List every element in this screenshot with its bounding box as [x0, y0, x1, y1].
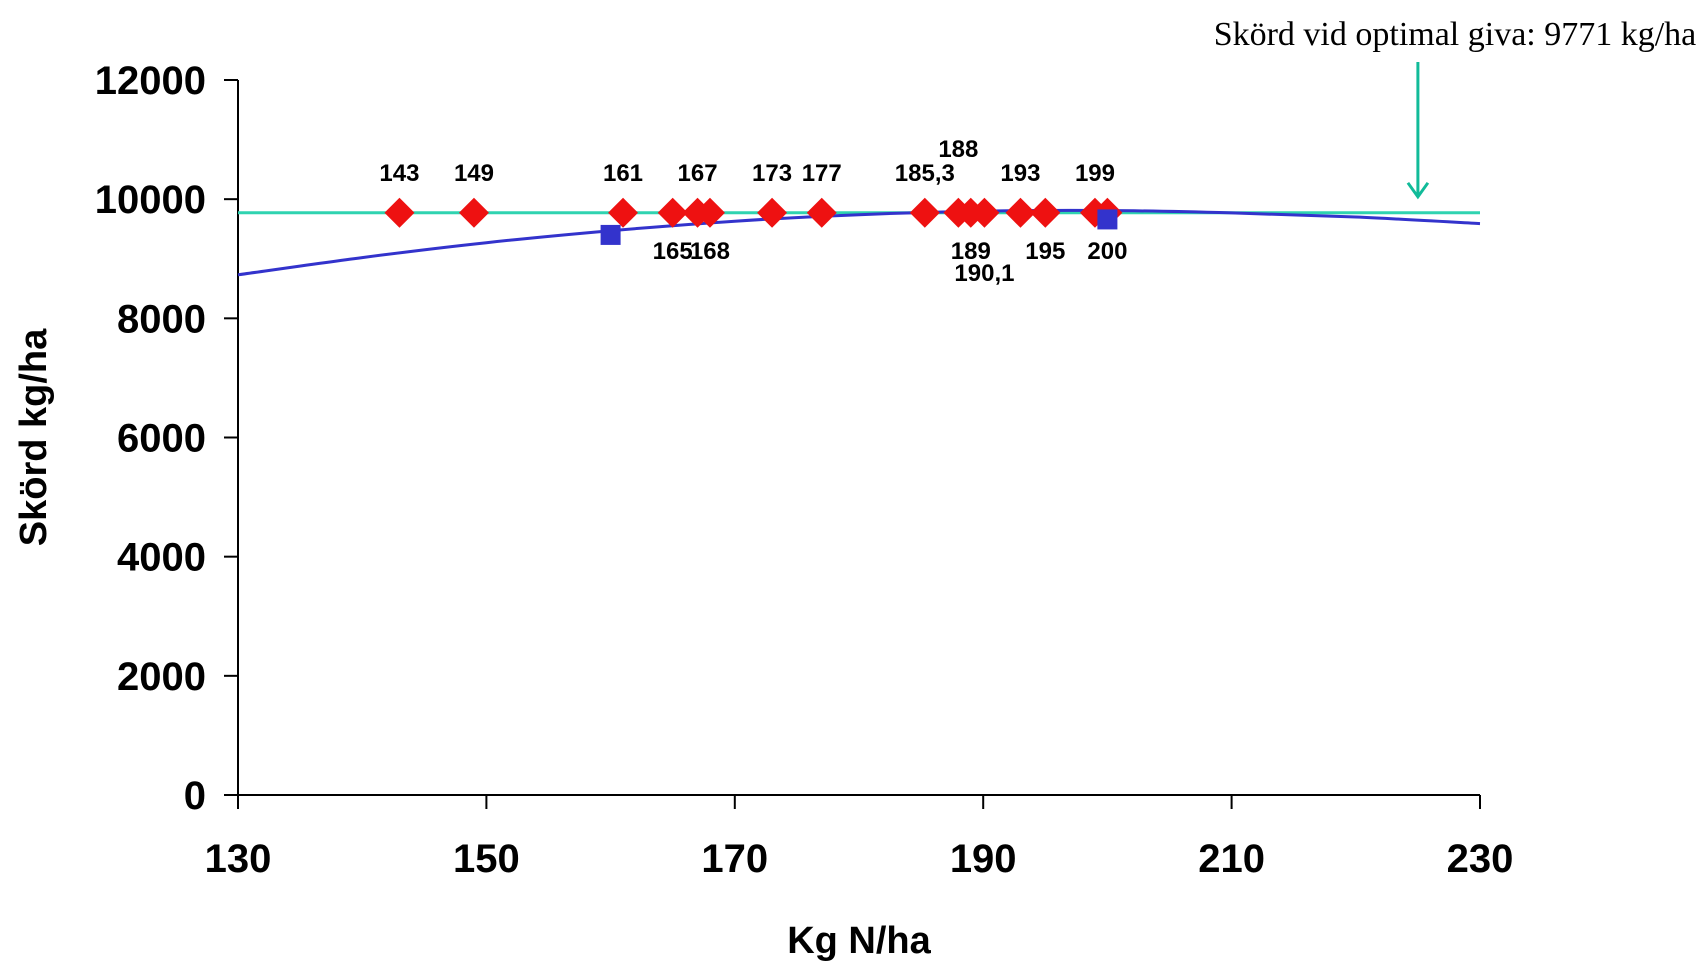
point-label: 168	[690, 238, 730, 265]
diamond-marker	[1030, 197, 1061, 228]
x-tick-label: 150	[453, 837, 520, 881]
diamond-marker	[694, 197, 725, 228]
diamond-marker	[657, 197, 688, 228]
x-tick-label: 130	[205, 837, 272, 881]
point-label: 195	[1025, 238, 1065, 265]
point-label: 193	[1000, 160, 1040, 187]
diamond-marker	[806, 197, 837, 228]
y-axis-title: Skörd kg/ha	[13, 328, 55, 546]
y-tick-label: 4000	[117, 536, 206, 580]
point-label: 189	[951, 238, 991, 265]
point-label: 167	[678, 160, 718, 187]
point-label: 185,3	[895, 160, 955, 187]
diamond-marker	[909, 197, 940, 228]
point-label: 200	[1087, 238, 1127, 265]
axes: 0 2000 4000 6000 8000 10000 12000 130 150 170 190…	[95, 59, 1514, 881]
diamond-marker	[384, 197, 415, 228]
y-tick-label: 10000	[95, 178, 206, 222]
square-marker	[600, 224, 621, 245]
annotation-arrow-head	[1406, 181, 1430, 200]
y-tick-label: 8000	[117, 297, 206, 341]
point-label: 177	[802, 160, 842, 187]
annotation: Skörd vid optimal giva: 9771 kg/ha	[1214, 16, 1697, 200]
point-label: 143	[379, 160, 419, 187]
y-ticks: 0 2000 4000 6000 8000 10000 12000	[95, 59, 238, 818]
diamond-marker	[757, 197, 788, 228]
x-tick-label: 230	[1447, 837, 1514, 881]
y-tick-label: 12000	[95, 59, 206, 103]
diamond-marker	[458, 197, 489, 228]
annotation-text: Skörd vid optimal giva: 9771 kg/ha	[1214, 16, 1697, 53]
point-label: 149	[454, 160, 494, 187]
x-axis-title: Kg N/ha	[787, 920, 931, 962]
x-ticks: 130 150 170 190 210 230	[205, 795, 1514, 881]
diamond-marker	[969, 197, 1000, 228]
diamond-marker	[1005, 197, 1036, 228]
point-label: 165	[653, 238, 693, 265]
point-label: 173	[752, 160, 792, 187]
point-label: 188	[938, 136, 978, 163]
y-tick-label: 2000	[117, 655, 206, 699]
x-tick-label: 210	[1198, 837, 1265, 881]
y-tick-label: 6000	[117, 417, 206, 461]
trend-curve	[237, 208, 1481, 277]
point-label: 199	[1075, 160, 1115, 187]
x-tick-label: 170	[701, 837, 768, 881]
point-label: 161	[603, 160, 643, 187]
y-tick-label: 0	[184, 774, 206, 818]
data-markers	[384, 197, 1123, 245]
point-label: 190,1	[954, 260, 1014, 287]
square-marker	[1097, 209, 1118, 230]
x-tick-label: 190	[950, 837, 1017, 881]
diamond-marker	[608, 197, 639, 228]
